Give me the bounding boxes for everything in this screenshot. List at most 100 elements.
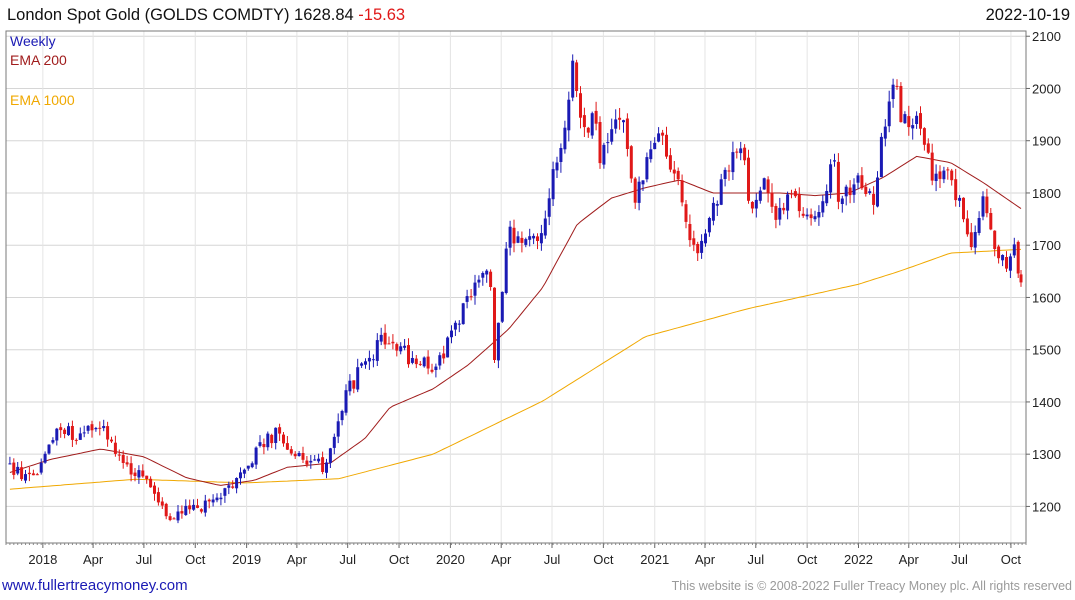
candle-body (606, 142, 610, 144)
candle-body (383, 332, 387, 345)
candle-body (891, 84, 895, 99)
candle-body (31, 473, 35, 476)
candle-body (352, 380, 356, 389)
candle-body (90, 424, 94, 431)
candle-body (145, 475, 149, 479)
candle-body (117, 454, 121, 456)
candle-body (579, 93, 582, 118)
x-tick-label: 2018 (28, 552, 57, 567)
candle-body (942, 170, 946, 180)
candle-body (778, 207, 782, 220)
candle-body (754, 199, 758, 209)
candle-body (883, 126, 887, 139)
candle-body (172, 518, 176, 520)
x-tick-label: Jul (747, 552, 764, 567)
x-tick-label: Oct (185, 552, 206, 567)
candle-body (67, 426, 70, 436)
candle-body (707, 218, 711, 233)
x-tick-label: Apr (491, 552, 512, 567)
candle-body (727, 170, 731, 172)
candle-body (817, 212, 821, 218)
x-axis: 2018 Apr Jul Oct 2019 Apr Jul Oct 2020 Apr Jul Oct 2… (5, 543, 1027, 567)
candle-body (723, 169, 727, 179)
ema1000-layer (9, 248, 1022, 490)
candle-body (262, 444, 266, 448)
candle-body (750, 202, 754, 209)
x-tick-label: Apr (899, 552, 920, 567)
candle-body (207, 499, 211, 502)
candle-body (848, 187, 852, 196)
candle-body (524, 239, 528, 245)
candle-body (747, 157, 750, 201)
candle-body (551, 169, 555, 200)
candle-body (317, 458, 321, 462)
x-tick-label: Oct (797, 552, 818, 567)
candle-body (926, 143, 930, 153)
candle-body (668, 155, 672, 170)
candle-body (555, 162, 559, 171)
candle-body (582, 115, 586, 128)
candle-body (868, 191, 872, 193)
candle-body (704, 233, 707, 244)
candle-body (594, 110, 598, 124)
y-tick-label: 1300 (1032, 447, 1061, 462)
candle-body (391, 341, 395, 344)
candle-body (121, 455, 125, 463)
candle-body (790, 193, 793, 195)
candle-body (504, 248, 508, 293)
candle-body (192, 504, 196, 510)
candle-body (367, 357, 371, 362)
legend-weekly: Weekly (10, 33, 56, 49)
candle-body (215, 497, 219, 501)
candle-body (1012, 244, 1016, 256)
y-tick-label: 1700 (1032, 238, 1061, 253)
x-tick-label: 2022 (844, 552, 873, 567)
candle-body (410, 358, 414, 363)
chart-date: 2022-10-19 (986, 6, 1070, 24)
footer-site-link[interactable]: www.fullertreacymoney.com (1, 577, 188, 594)
x-tick-label: Apr (83, 552, 104, 567)
candle-body (735, 151, 739, 153)
candle-body (20, 467, 24, 480)
candle-body (414, 358, 418, 365)
candle-body (938, 171, 942, 179)
candle-body (24, 474, 27, 481)
candle-body (457, 323, 461, 325)
candle-body (508, 226, 512, 248)
ema200-line (9, 155, 1022, 486)
candle-body (340, 411, 344, 421)
candle-body (285, 443, 289, 450)
candle-body (543, 218, 547, 236)
candle-body (1008, 256, 1012, 271)
candle-body (653, 142, 657, 150)
candle-body (39, 462, 43, 473)
candle-body (770, 192, 774, 207)
candle-body (141, 470, 145, 477)
candle-body (387, 343, 391, 345)
candle-body (297, 453, 301, 456)
candle-body (407, 345, 410, 365)
candle-body (934, 173, 938, 181)
legend-ema200: EMA 200 (10, 52, 67, 68)
candle-body (981, 196, 985, 217)
candle-body (547, 198, 551, 217)
candle-body (598, 122, 602, 164)
candle-body (137, 470, 141, 478)
candle-body (539, 233, 543, 244)
candle-body (164, 503, 168, 517)
candle-body (473, 282, 477, 296)
x-tick-label: Jul (339, 552, 356, 567)
candle-body (954, 179, 958, 201)
candle-body (485, 270, 489, 275)
candle-body (946, 169, 950, 171)
candle-body (489, 271, 493, 287)
candle-body (469, 296, 473, 298)
candle-body (481, 273, 485, 278)
candle-body (289, 449, 293, 454)
candle-body (520, 237, 524, 243)
candle-body (395, 344, 399, 351)
candle-body (450, 330, 453, 338)
candle-body (239, 472, 242, 479)
candle-body (836, 161, 840, 202)
